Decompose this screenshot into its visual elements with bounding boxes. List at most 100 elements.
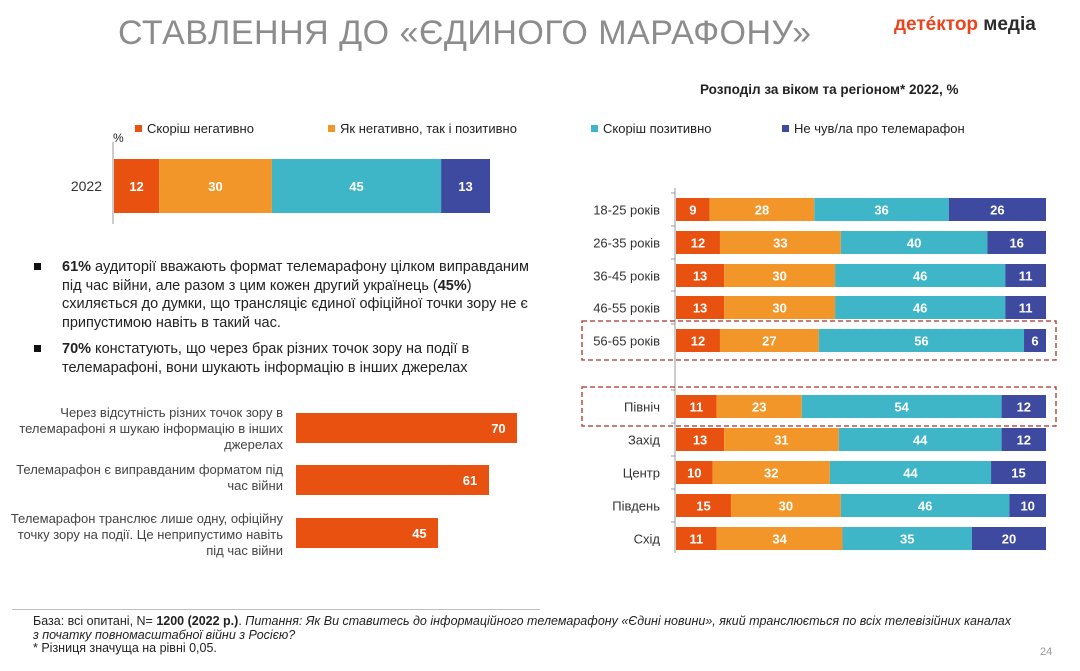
bar-segment [814, 198, 949, 221]
data-label: 36 [874, 203, 888, 218]
page-title: СТАВЛЕННЯ ДО «ЄДИНОГО МАРАФОНУ» [118, 14, 812, 52]
bar-segment [1024, 329, 1046, 352]
finding-text-2: ) схиляється до думки, що трансляціє єди… [62, 277, 528, 331]
bar-segment [676, 231, 720, 254]
bar-segment [835, 264, 1006, 287]
bar [296, 518, 439, 548]
category-label: 18-25 років [593, 203, 660, 218]
data-label: 30 [779, 499, 793, 514]
data-label: 54 [894, 400, 909, 415]
bar-segment [676, 296, 725, 319]
data-label: 27 [762, 334, 776, 349]
data-label: 13 [693, 269, 707, 284]
category-label: Центр [623, 466, 660, 481]
bullet-marker [34, 345, 41, 352]
data-label: 11 [689, 400, 703, 415]
data-label: 12 [691, 334, 705, 349]
bar-category-label: Через відсутність різних точок зору в те… [19, 405, 283, 452]
bar-segment [676, 527, 717, 550]
bar-segment [712, 461, 830, 484]
data-label: 13 [693, 301, 707, 316]
data-label: 15 [1011, 466, 1025, 481]
bar-segment [1001, 395, 1046, 418]
footer-significance-note: * Різниця значуща на рівні 0,05. [33, 641, 217, 655]
bar-segment [676, 494, 731, 517]
data-label: 12 [129, 179, 143, 194]
finding-highlight-2: 45% [437, 277, 467, 294]
data-label: 26 [990, 203, 1004, 218]
data-label: 56 [914, 334, 928, 349]
data-label: 44 [903, 466, 918, 481]
bar-segment [1001, 428, 1046, 451]
legend-label: Скоріш негативно [147, 121, 254, 136]
data-label: 30 [772, 301, 786, 316]
data-label: 46 [913, 301, 927, 316]
data-label: 46 [918, 499, 932, 514]
bar-segment [114, 159, 160, 213]
bar-segment [724, 428, 839, 451]
page-number: 24 [1040, 646, 1053, 658]
data-label: 61 [462, 473, 478, 488]
bar-segment [676, 395, 717, 418]
data-label: 45 [412, 526, 427, 541]
data-label: 15 [696, 499, 710, 514]
findings-list: 61% аудиторії вважають формат телемарафо… [30, 258, 540, 385]
bar-category-label: Телемарафон є виправданим форматом під ч… [16, 462, 283, 493]
data-label: 13 [693, 433, 707, 448]
bullet-marker [34, 263, 41, 270]
bar-segment [709, 198, 815, 221]
bar [296, 413, 518, 443]
category-label: Захід [628, 433, 660, 448]
bar-segment [842, 527, 972, 550]
data-label: 11 [689, 532, 703, 547]
bar-segment [838, 428, 1002, 451]
bar-segment [1005, 296, 1046, 319]
data-label: 35 [900, 532, 914, 547]
data-label: 30 [208, 179, 222, 194]
percent-unit-label: % [113, 131, 124, 145]
data-label: 70 [491, 421, 506, 436]
legend-item-positive: Скоріш позитивно [591, 121, 712, 136]
bar-segment [676, 264, 725, 287]
bar-segment [818, 329, 1025, 352]
footer-question: Питання: Як Ви ставитесь до інформаційно… [33, 614, 1011, 642]
data-label: 6 [1031, 334, 1038, 349]
data-label: 44 [913, 433, 928, 448]
data-label: 11 [1019, 269, 1033, 284]
data-label: 12 [1017, 400, 1031, 415]
data-label: 10 [687, 466, 701, 481]
bar [296, 465, 489, 495]
bar-segment [840, 231, 988, 254]
footer-note: База: всі опитані, N= 1200 (2022 р.). Пи… [33, 614, 1013, 656]
bar-category-label: Телемарафон транслює лише одну, офіційну… [10, 511, 283, 558]
bar-segment [972, 527, 1046, 550]
legend-label: Скоріш позитивно [603, 121, 712, 136]
bar-segment [1005, 264, 1046, 287]
bar-segment [730, 494, 841, 517]
footer-base-bold: 1200 (2022 р.) [156, 614, 239, 628]
bar-segment [1009, 494, 1046, 517]
bar-segment [719, 329, 819, 352]
finding-text: аудиторії вважають формат телемарафону ц… [62, 259, 529, 294]
bar-segment [835, 296, 1006, 319]
legend-swatch [591, 125, 598, 132]
legend-label: Як негативно, так і позитивно [340, 121, 517, 136]
logo-part-2: медіа [978, 14, 1036, 35]
data-label: 12 [691, 236, 705, 251]
data-label: 9 [689, 203, 696, 218]
bar-segment [676, 428, 725, 451]
category-label: 46-55 років [593, 301, 660, 316]
bar-segment [987, 231, 1046, 254]
data-label: 46 [913, 269, 927, 284]
bar-segment [676, 198, 710, 221]
data-label: 12 [1017, 433, 1031, 448]
category-label: Північ [624, 400, 660, 415]
finding-text: констатують, що через брак різних точок … [62, 341, 470, 376]
bar-segment [991, 461, 1046, 484]
data-label: 13 [458, 179, 472, 194]
data-label: 45 [349, 179, 363, 194]
bar-segment [716, 527, 843, 550]
data-label: 32 [764, 466, 778, 481]
data-label: 28 [755, 203, 769, 218]
